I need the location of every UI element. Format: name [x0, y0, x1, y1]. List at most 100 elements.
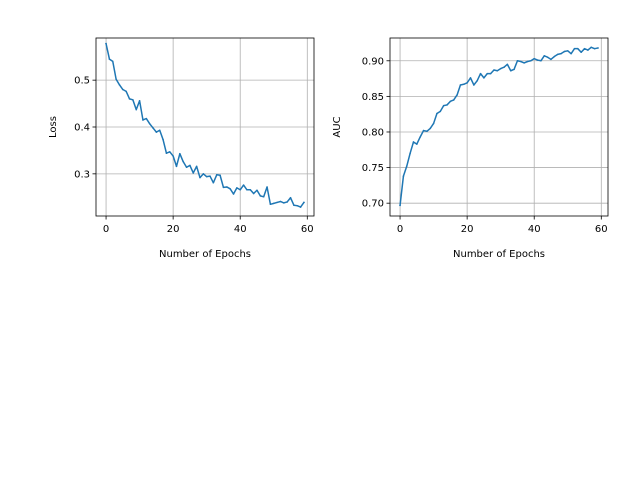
loss-data-point — [165, 152, 168, 154]
auc-data-point — [466, 82, 468, 84]
loss-chart: 0 20 40 60 0.3 0.4 0.5 Number of Epochs Loss — [48, 37, 315, 260]
auc-data-point — [483, 77, 485, 79]
auc-data-point — [419, 136, 421, 138]
loss-data-point — [303, 201, 305, 204]
auc-data-point — [499, 67, 502, 70]
loss-x-tick-label: 60 — [301, 224, 314, 235]
loss-data-point — [229, 188, 231, 190]
loss-data-point — [138, 100, 141, 102]
auc-data-point — [436, 112, 438, 115]
auc-data-point — [489, 72, 492, 75]
auc-ticks: 0 20 40 60 0.70 0.75 0.80 0.85 0.90 — [362, 56, 608, 235]
loss-data-point — [108, 58, 111, 60]
auc-x-axis-label: Number of Epochs — [453, 249, 545, 260]
loss-data-point — [279, 200, 282, 203]
auc-data-point — [577, 47, 579, 50]
loss-data-point — [226, 186, 228, 188]
loss-data-point — [175, 165, 178, 168]
loss-data-point — [215, 174, 218, 176]
loss-plot-frame — [95, 37, 315, 217]
auc-x-tick-label: 20 — [461, 224, 474, 235]
loss-data-point — [262, 196, 265, 198]
loss-data-point — [122, 88, 124, 91]
auc-data-point — [509, 70, 512, 72]
loss-data-point — [155, 131, 158, 133]
auc-data-point — [563, 50, 566, 53]
auc-data-point — [580, 51, 582, 53]
loss-data-point — [125, 90, 127, 93]
auc-data-point — [540, 60, 542, 62]
auc-data-point — [479, 72, 482, 75]
auc-data-point — [422, 129, 425, 132]
auc-data-point — [429, 127, 431, 130]
auc-data-point — [459, 84, 462, 86]
auc-data-point — [536, 59, 539, 61]
auc-data-point — [452, 99, 455, 101]
auc-data-point — [533, 57, 535, 60]
loss-data-point — [145, 117, 148, 120]
loss-x-tick-label: 40 — [234, 224, 247, 235]
auc-data-point — [573, 47, 576, 50]
loss-data-point — [192, 172, 195, 174]
auc-data-point — [567, 50, 569, 52]
auc-chart: 0 20 40 60 0.70 0.75 0.80 0.85 0.90 Number of Ep… — [332, 37, 609, 260]
loss-data-point — [273, 202, 275, 205]
loss-data-point — [189, 164, 191, 167]
auc-data-point — [456, 94, 458, 96]
auc-data-point — [590, 46, 592, 49]
loss-y-tick-label: 0.5 — [74, 76, 90, 87]
auc-data-point — [463, 83, 465, 86]
loss-y-axis-label: Loss — [48, 116, 59, 138]
loss-data-point — [276, 201, 278, 204]
loss-data-point — [209, 175, 211, 177]
loss-y-tick-label: 0.4 — [74, 123, 90, 134]
loss-ticks: 0 20 40 60 0.3 0.4 0.5 — [74, 76, 314, 235]
auc-x-tick-label: 0 — [397, 224, 403, 235]
auc-data-point — [432, 122, 435, 125]
loss-data-point — [259, 195, 262, 197]
loss-data-point — [266, 186, 268, 188]
loss-gridlines — [96, 38, 314, 216]
loss-data-point — [105, 42, 107, 45]
auc-data-point — [416, 143, 418, 145]
auc-gridlines — [390, 38, 608, 216]
auc-data-point — [556, 53, 559, 56]
loss-data-point — [128, 98, 131, 100]
auc-data-point — [442, 104, 445, 107]
auc-data-point — [516, 60, 519, 62]
auc-data-point — [583, 47, 586, 50]
loss-data-point — [249, 189, 252, 191]
loss-data-point — [205, 175, 208, 178]
loss-data-point — [242, 184, 245, 186]
auc-data-point — [503, 66, 505, 68]
auc-data-point — [546, 56, 549, 58]
loss-data-point — [246, 189, 248, 191]
auc-data-point — [412, 141, 415, 143]
auc-y-tick-label: 0.80 — [362, 127, 384, 138]
loss-x-axis-label: Number of Epochs — [159, 249, 251, 260]
loss-data-point — [148, 122, 151, 125]
loss-data-point — [199, 176, 201, 179]
loss-x-tick-label: 20 — [167, 224, 180, 235]
auc-data-point — [399, 204, 401, 207]
auc-data-point — [543, 55, 546, 57]
auc-data-point — [526, 60, 529, 63]
auc-data-point — [439, 110, 442, 113]
loss-data-point — [296, 204, 298, 207]
loss-data-point — [283, 202, 285, 204]
loss-data-point — [172, 155, 174, 157]
auc-data-point — [476, 79, 478, 82]
loss-data-point — [185, 166, 188, 169]
auc-y-tick-label: 0.85 — [362, 92, 384, 103]
loss-data-point — [152, 127, 154, 129]
auc-data-point — [496, 70, 499, 72]
auc-data-point — [513, 68, 515, 71]
loss-data-point — [269, 203, 272, 206]
loss-data-point — [179, 152, 181, 155]
loss-data-point — [236, 187, 238, 189]
auc-data-point — [597, 47, 599, 49]
auc-data-point — [550, 58, 552, 61]
auc-data-point — [523, 62, 525, 64]
loss-data-point — [202, 173, 205, 175]
